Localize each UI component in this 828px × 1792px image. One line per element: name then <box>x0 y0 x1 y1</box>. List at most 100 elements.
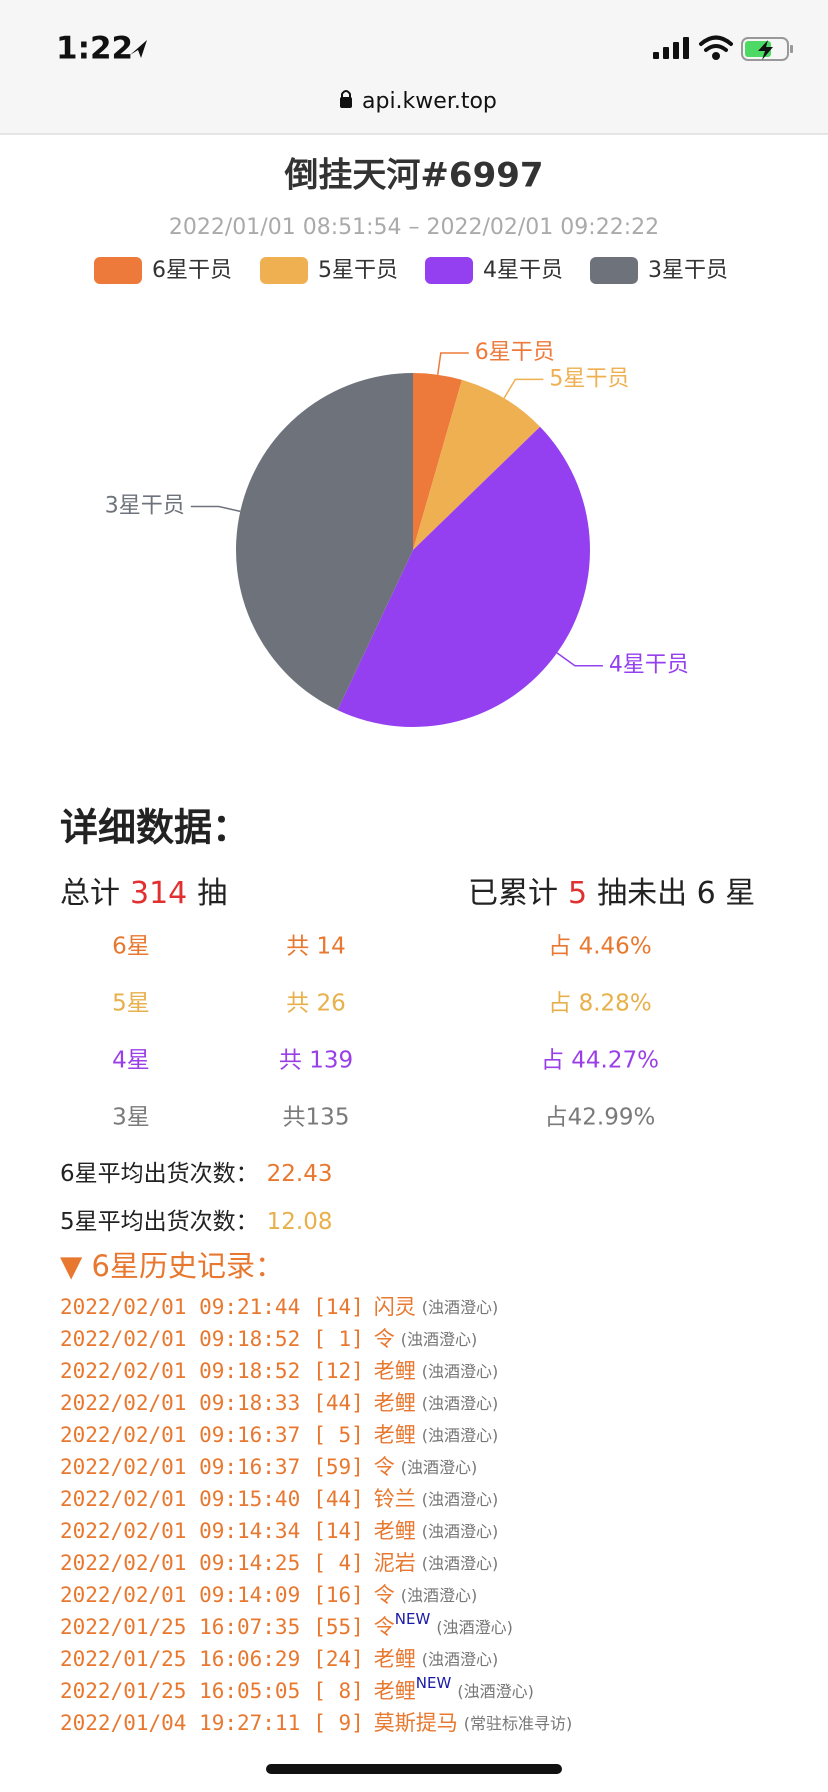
history-pull: [44] <box>313 1391 364 1415</box>
signal-icon <box>653 37 689 59</box>
history-time: 2022/02/01 09:16:37 <box>60 1455 300 1479</box>
history-time: 2022/01/25 16:05:05 <box>60 1679 300 1703</box>
history-pull: [ 8] <box>313 1679 364 1703</box>
history-time: 2022/01/25 16:07:35 <box>60 1615 300 1639</box>
detail-cell: 占 4.46% <box>548 934 651 960</box>
history-row: 2022/02/01 09:18:33 [44] 老鲤 (浊酒澄心) <box>60 1391 498 1415</box>
history-pull: [ 9] <box>313 1711 364 1735</box>
history-time: 2022/02/01 09:18:52 <box>60 1327 300 1351</box>
leader-line <box>503 378 544 399</box>
leader-line <box>190 505 241 513</box>
history-time: 2022/02/01 09:16:37 <box>60 1423 300 1447</box>
history-pool: (浊酒澄心) <box>422 1394 499 1413</box>
history-time: 2022/01/04 19:27:11 <box>60 1711 300 1735</box>
history-row: 2022/02/01 09:18:52 [12] 老鲤 (浊酒澄心) <box>60 1359 498 1383</box>
history-pool: (浊酒澄心) <box>457 1682 534 1701</box>
clock: 1:22 <box>56 31 133 67</box>
detail-cell: 占 8.28% <box>548 991 651 1017</box>
legend-swatch <box>425 257 473 284</box>
history-pool: (浊酒澄心) <box>436 1618 513 1637</box>
history-pool: (浊酒澄心) <box>401 1458 478 1477</box>
history-pool: (常驻标准寻访) <box>464 1714 573 1733</box>
slice-label: 6星干员 <box>475 340 555 365</box>
history-row: 2022/01/25 16:05:05 [ 8] 老鲤NEW (浊酒澄心) <box>60 1674 534 1704</box>
history-name: 泥岩 <box>374 1551 416 1575</box>
average-value: 12.08 <box>267 1209 333 1235</box>
history-row: 2022/01/25 16:06:29 [24] 老鲤 (浊酒澄心) <box>60 1647 498 1671</box>
history-pull: [ 5] <box>313 1423 364 1447</box>
detail-cell: 共 14 <box>286 934 346 960</box>
history-time: 2022/02/01 09:14:34 <box>60 1519 300 1543</box>
legend-swatch <box>590 257 638 284</box>
slice-label: 3星干员 <box>105 494 185 519</box>
history-name: 铃兰 <box>374 1487 416 1511</box>
history-pull: [ 1] <box>313 1327 364 1351</box>
history-name: 令 <box>374 1583 395 1607</box>
chart-subtitle: 2022/01/01 08:51:54 – 2022/02/01 09:22:2… <box>169 215 659 240</box>
detail-cell: 共135 <box>283 1105 350 1131</box>
history-time: 2022/01/25 16:06:29 <box>60 1647 300 1671</box>
history-heading[interactable]: ▼ 6星历史记录： <box>60 1249 284 1283</box>
location-icon <box>130 40 147 58</box>
pity-count: 5 <box>568 876 587 911</box>
history-pull: [12] <box>313 1359 364 1383</box>
pie-slice <box>413 373 462 550</box>
detail-cell: 3星 <box>112 1105 150 1131</box>
history-pull: [24] <box>313 1647 364 1671</box>
pie-slice <box>413 379 541 550</box>
history-name: 老鲤 <box>374 1391 416 1415</box>
history-name: 令 <box>374 1615 395 1639</box>
history-row: 2022/01/25 16:07:35 [55] 令NEW (浊酒澄心) <box>60 1610 513 1640</box>
history-pull: [16] <box>313 1583 364 1607</box>
new-badge: NEW <box>395 1610 431 1628</box>
pie-slice <box>236 373 413 711</box>
leader-line <box>556 652 603 667</box>
history-name: 老鲤 <box>374 1679 416 1703</box>
history-time: 2022/02/01 09:15:40 <box>60 1487 300 1511</box>
browser-header <box>0 0 828 134</box>
average-line: 5星平均出货次数： 12.08 <box>60 1209 333 1235</box>
history-row: 2022/02/01 09:16:37 [59] 令 (浊酒澄心) <box>60 1455 477 1479</box>
url[interactable]: api.kwer.top <box>362 89 497 114</box>
slice-label: 4星干员 <box>609 653 689 678</box>
history-time: 2022/02/01 09:18:52 <box>60 1359 300 1383</box>
history-name: 老鲤 <box>374 1423 416 1447</box>
history-time: 2022/02/01 09:18:33 <box>60 1391 300 1415</box>
detail-cell: 4星 <box>112 1048 150 1074</box>
history-row: 2022/02/01 09:14:25 [ 4] 泥岩 (浊酒澄心) <box>60 1551 498 1575</box>
new-badge: NEW <box>416 1674 452 1692</box>
history-name: 莫斯提马 <box>374 1711 458 1735</box>
history-pull: [ 4] <box>313 1551 364 1575</box>
history-row: 2022/01/04 19:27:11 [ 9] 莫斯提马 (常驻标准寻访) <box>60 1711 572 1735</box>
history-pull: [59] <box>313 1455 364 1479</box>
detail-cell: 6星 <box>112 934 150 960</box>
history-row: 2022/02/01 09:21:44 [14] 闪灵 (浊酒澄心) <box>60 1295 498 1319</box>
history-pool: (浊酒澄心) <box>401 1330 478 1349</box>
detail-cell: 占 44.27% <box>541 1048 659 1074</box>
slice-label: 5星干员 <box>549 366 629 391</box>
average-label: 5星平均出货次数： <box>60 1209 259 1235</box>
total-prefix: 总计 <box>60 876 120 911</box>
detail-cell: 共 26 <box>286 991 346 1017</box>
history-row: 2022/02/01 09:15:40 [44] 铃兰 (浊酒澄心) <box>60 1487 498 1511</box>
history-row: 2022/02/01 09:16:37 [ 5] 老鲤 (浊酒澄心) <box>60 1423 498 1447</box>
history-row: 2022/02/01 09:14:09 [16] 令 (浊酒澄心) <box>60 1583 477 1607</box>
legend-swatch <box>94 257 142 284</box>
legend-label: 3星干员 <box>648 258 728 283</box>
detail-cell: 共 139 <box>279 1048 353 1074</box>
history-pull: [14] <box>313 1519 364 1543</box>
history-row: 2022/02/01 09:18:52 [ 1] 令 (浊酒澄心) <box>60 1327 477 1351</box>
history-pool: (浊酒澄心) <box>422 1426 499 1445</box>
history-name: 闪灵 <box>374 1295 416 1319</box>
lock-icon <box>340 90 352 108</box>
history-pool: (浊酒澄心) <box>422 1650 499 1669</box>
history-pull: [55] <box>313 1615 364 1639</box>
pity-line: 已累计 5 抽未出 6 星 <box>468 876 755 911</box>
average-label: 6星平均出货次数： <box>60 1161 259 1187</box>
pie-slice <box>337 426 590 727</box>
legend-label: 5星干员 <box>318 258 398 283</box>
history-pool: (浊酒澄心) <box>422 1362 499 1381</box>
history-pull: [44] <box>313 1487 364 1511</box>
total-suffix: 抽 <box>197 876 227 911</box>
history-name: 老鲤 <box>374 1359 416 1383</box>
